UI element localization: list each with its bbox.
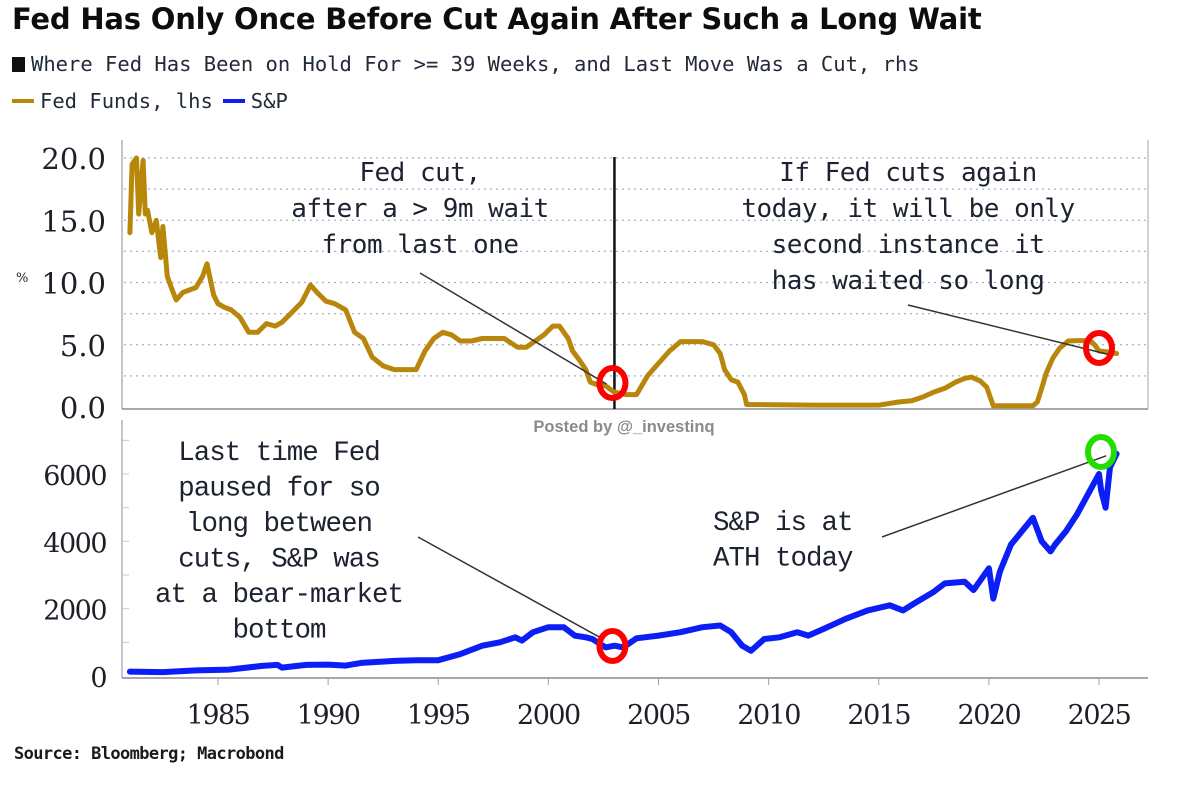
highlight-circle	[1083, 330, 1115, 366]
legend-square-swatch	[12, 56, 25, 72]
sp-x-tick-labels: 1985 1990 1995 2000 2005 2010 2015 2020 2025	[187, 678, 1132, 731]
annotation-line: paused for so	[178, 474, 380, 505]
sp-series	[126, 450, 1120, 676]
highlight-circle	[596, 365, 629, 401]
sp-highlight-circles	[596, 434, 1117, 664]
fed-funds-annotation-leaders	[419, 272, 1113, 385]
x-tick-label: 1995	[407, 700, 470, 731]
legend-row-series: Fed Funds, lhs S&P	[12, 89, 288, 113]
fed-funds-highlight-circles	[596, 330, 1115, 401]
y-tick-label: 2000	[43, 596, 106, 627]
annotation-leader-line	[881, 455, 1107, 538]
annotation-leader-line	[417, 536, 603, 639]
annotation-leader-line	[907, 304, 1113, 357]
x-tick-label: 2025	[1068, 700, 1131, 731]
annotation-line: cuts, S&P was	[178, 545, 380, 576]
annotation-line: Last time Fed	[178, 438, 380, 469]
fed-funds-y-tick-labels: 0.0 5.0 10.0 15.0 20.0	[41, 142, 106, 425]
y-tick-label: 0	[90, 663, 106, 694]
annotation-line: Fed cut,	[359, 158, 480, 188]
annotation-line: at a bear-market	[155, 580, 403, 611]
annotation-line: long between	[186, 509, 372, 540]
annotation-line: S&P is at	[713, 508, 853, 539]
sp-line	[126, 450, 1120, 676]
legend-label-sp: S&P	[250, 89, 288, 113]
legend-item-hold-marker: Where Fed Has Been on Hold For >= 39 Wee…	[12, 52, 920, 76]
annotation-leader-line	[419, 272, 607, 385]
annotation-line: today, it will be only	[741, 194, 1074, 224]
legend-line-swatch-sp	[222, 99, 245, 103]
annotation-line: bottom	[232, 616, 326, 647]
y-tick-label: 4000	[43, 528, 106, 559]
legend-line-swatch-fed-funds	[12, 99, 34, 103]
highlight-circle	[596, 628, 629, 664]
annotation-line: second instance it	[772, 230, 1045, 260]
source-note: Source: Bloomberg; Macrobond	[14, 744, 284, 764]
annotation-line: from last one	[322, 230, 519, 260]
legend-label-fed-funds: Fed Funds, lhs	[40, 89, 213, 113]
annotation-line: after a > 9m wait	[291, 194, 549, 224]
y-tick-label: 15.0	[41, 204, 106, 238]
y-tick-label: 5.0	[60, 329, 106, 363]
x-tick-label: 2010	[737, 700, 800, 731]
annotation-line: If Fed cuts again	[779, 158, 1037, 188]
watermark: Posted by @_investinq	[533, 418, 714, 436]
fed-funds-annotations: Fed cut, after a > 9m wait from last one If…	[291, 158, 1075, 296]
x-tick-label: 2020	[958, 700, 1021, 731]
y-tick-label: 6000	[43, 461, 106, 492]
sp-y-minor-ticks	[122, 439, 129, 643]
y-tick-label: 10.0	[41, 267, 106, 301]
x-tick-label: 1985	[187, 700, 250, 731]
fed-funds-gridlines	[124, 157, 1146, 377]
sp-annotation-leaders	[417, 455, 1107, 639]
x-tick-label: 1990	[297, 700, 360, 731]
highlight-circle	[1085, 434, 1117, 470]
fed-funds-y-unit-label: %	[16, 271, 28, 286]
annotation-line: has waited so long	[772, 266, 1045, 296]
x-tick-label: 2005	[627, 700, 690, 731]
sp-y-tick-labels: 0 2000 4000 6000	[43, 461, 108, 694]
annotation-line: ATH today	[713, 544, 853, 575]
x-tick-label: 2000	[517, 700, 580, 731]
sp-annotations: Last time Fed paused for so long between cu…	[155, 438, 854, 647]
x-tick-label: 2015	[847, 700, 910, 731]
y-tick-label: 0.0	[60, 391, 106, 425]
y-tick-label: 20.0	[41, 142, 106, 176]
legend-label: Where Fed Has Been on Hold For >= 39 Wee…	[31, 52, 920, 76]
chart-title: Fed Has Only Once Before Cut Again After…	[12, 2, 982, 36]
